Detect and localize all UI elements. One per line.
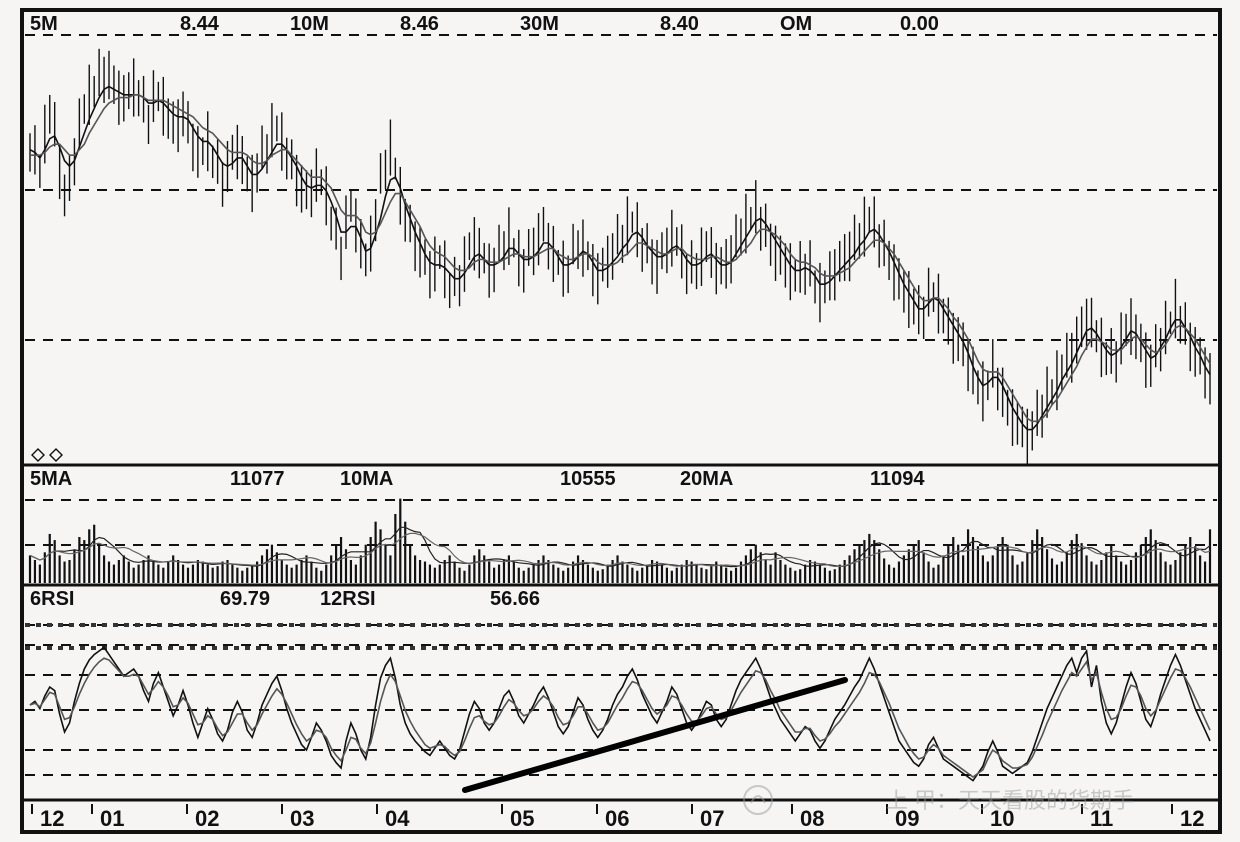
svg-text:06: 06 — [605, 806, 629, 831]
svg-text:5M: 5M — [30, 13, 58, 35]
svg-text:11077: 11077 — [230, 468, 285, 490]
svg-text:OM: OM — [780, 13, 812, 35]
svg-text:56.66: 56.66 — [490, 588, 540, 610]
svg-text:0.00: 0.00 — [900, 13, 939, 35]
svg-text:8.44: 8.44 — [180, 13, 220, 35]
svg-text:5MA: 5MA — [30, 468, 72, 490]
svg-text:12: 12 — [40, 806, 64, 831]
svg-text:20MA: 20MA — [680, 468, 733, 490]
svg-text:30M: 30M — [520, 13, 559, 35]
svg-text:8.40: 8.40 — [660, 13, 699, 35]
svg-text:10M: 10M — [290, 13, 329, 35]
svg-text:12RSI: 12RSI — [320, 588, 376, 610]
svg-text:08: 08 — [800, 806, 824, 831]
svg-text:8.46: 8.46 — [400, 13, 439, 35]
svg-text:10555: 10555 — [560, 468, 616, 490]
svg-text:69.79: 69.79 — [220, 588, 270, 610]
svg-text:12: 12 — [1180, 806, 1204, 831]
svg-text:07: 07 — [700, 806, 724, 831]
svg-text:03: 03 — [290, 806, 314, 831]
svg-text:10MA: 10MA — [340, 468, 393, 490]
chart-root: 5M 8.44 10M 8.46 30M 8.40 OM 0.00 5MA 11077 10MA 10… — [0, 0, 1240, 842]
svg-text:上 甲：天天看股的货期手: 上 甲：天天看股的货期手 — [886, 788, 1134, 813]
svg-text:05: 05 — [510, 806, 534, 831]
svg-text:6RSI: 6RSI — [30, 588, 74, 610]
svg-text:04: 04 — [385, 806, 410, 831]
svg-text:02: 02 — [195, 806, 219, 831]
svg-text:11094: 11094 — [870, 468, 925, 490]
svg-text:01: 01 — [100, 806, 124, 831]
